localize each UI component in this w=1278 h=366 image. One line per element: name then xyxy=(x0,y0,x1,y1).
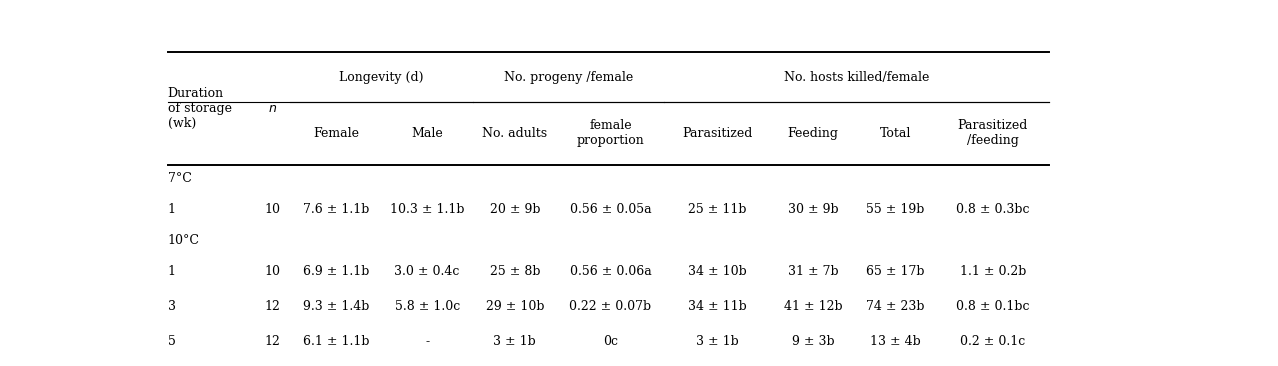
Text: 0.8 ± 0.1bc: 0.8 ± 0.1bc xyxy=(956,300,1030,313)
Text: 9 ± 3b: 9 ± 3b xyxy=(791,336,835,348)
Text: No. hosts killed/female: No. hosts killed/female xyxy=(783,71,929,83)
Text: Feeding: Feeding xyxy=(787,127,838,140)
Text: $n$: $n$ xyxy=(268,102,277,115)
Text: 25 ± 8b: 25 ± 8b xyxy=(489,265,541,278)
Text: 0.2 ± 0.1c: 0.2 ± 0.1c xyxy=(960,336,1025,348)
Text: Parasitized: Parasitized xyxy=(682,127,753,140)
Text: 0.56 ± 0.06a: 0.56 ± 0.06a xyxy=(570,265,652,278)
Text: 29 ± 10b: 29 ± 10b xyxy=(486,300,544,313)
Text: 5.8 ± 1.0c: 5.8 ± 1.0c xyxy=(395,300,460,313)
Text: 7°C: 7°C xyxy=(167,172,192,185)
Text: 41 ± 12b: 41 ± 12b xyxy=(783,300,842,313)
Text: 6.9 ± 1.1b: 6.9 ± 1.1b xyxy=(303,265,369,278)
Text: 65 ± 17b: 65 ± 17b xyxy=(866,265,925,278)
Text: 25 ± 11b: 25 ± 11b xyxy=(688,203,746,216)
Text: 30 ± 9b: 30 ± 9b xyxy=(787,203,838,216)
Text: No. adults: No. adults xyxy=(482,127,547,140)
Text: 1.1 ± 0.2b: 1.1 ± 0.2b xyxy=(960,265,1026,278)
Text: 0.22 ± 0.07b: 0.22 ± 0.07b xyxy=(569,300,652,313)
Text: 20 ± 9b: 20 ± 9b xyxy=(489,203,541,216)
Text: 5: 5 xyxy=(167,336,175,348)
Text: Total: Total xyxy=(881,127,911,140)
Text: 1: 1 xyxy=(167,265,175,278)
Text: 10: 10 xyxy=(265,203,281,216)
Text: Male: Male xyxy=(412,127,443,140)
Text: 12: 12 xyxy=(265,300,281,313)
Text: 9.3 ± 1.4b: 9.3 ± 1.4b xyxy=(303,300,369,313)
Text: 12: 12 xyxy=(265,336,281,348)
Text: Longevity (d): Longevity (d) xyxy=(340,71,424,83)
Text: No. progeny /female: No. progeny /female xyxy=(504,71,633,83)
Text: 34 ± 11b: 34 ± 11b xyxy=(688,300,746,313)
Text: 10.3 ± 1.1b: 10.3 ± 1.1b xyxy=(390,203,464,216)
Text: 55 ± 19b: 55 ± 19b xyxy=(866,203,925,216)
Text: Female: Female xyxy=(313,127,359,140)
Text: 74 ± 23b: 74 ± 23b xyxy=(866,300,925,313)
Text: 31 ± 7b: 31 ± 7b xyxy=(787,265,838,278)
Text: 0.8 ± 0.3bc: 0.8 ± 0.3bc xyxy=(956,203,1030,216)
Text: 3 ± 1b: 3 ± 1b xyxy=(493,336,537,348)
Text: 3.0 ± 0.4c: 3.0 ± 0.4c xyxy=(395,265,460,278)
Text: Duration
of storage
(wk): Duration of storage (wk) xyxy=(167,87,231,130)
Text: 3: 3 xyxy=(167,300,175,313)
Text: 7.6 ± 1.1b: 7.6 ± 1.1b xyxy=(303,203,369,216)
Text: 13 ± 4b: 13 ± 4b xyxy=(870,336,921,348)
Text: 1: 1 xyxy=(167,203,175,216)
Text: 0c: 0c xyxy=(603,336,617,348)
Text: 10: 10 xyxy=(265,265,281,278)
Text: Parasitized
/feeding: Parasitized /feeding xyxy=(957,119,1028,147)
Text: 3 ± 1b: 3 ± 1b xyxy=(697,336,739,348)
Text: -: - xyxy=(426,336,429,348)
Text: 10°C: 10°C xyxy=(167,234,199,247)
Text: female
proportion: female proportion xyxy=(576,119,644,147)
Text: 6.1 ± 1.1b: 6.1 ± 1.1b xyxy=(303,336,369,348)
Text: 0.56 ± 0.05a: 0.56 ± 0.05a xyxy=(570,203,652,216)
Text: 34 ± 10b: 34 ± 10b xyxy=(688,265,746,278)
